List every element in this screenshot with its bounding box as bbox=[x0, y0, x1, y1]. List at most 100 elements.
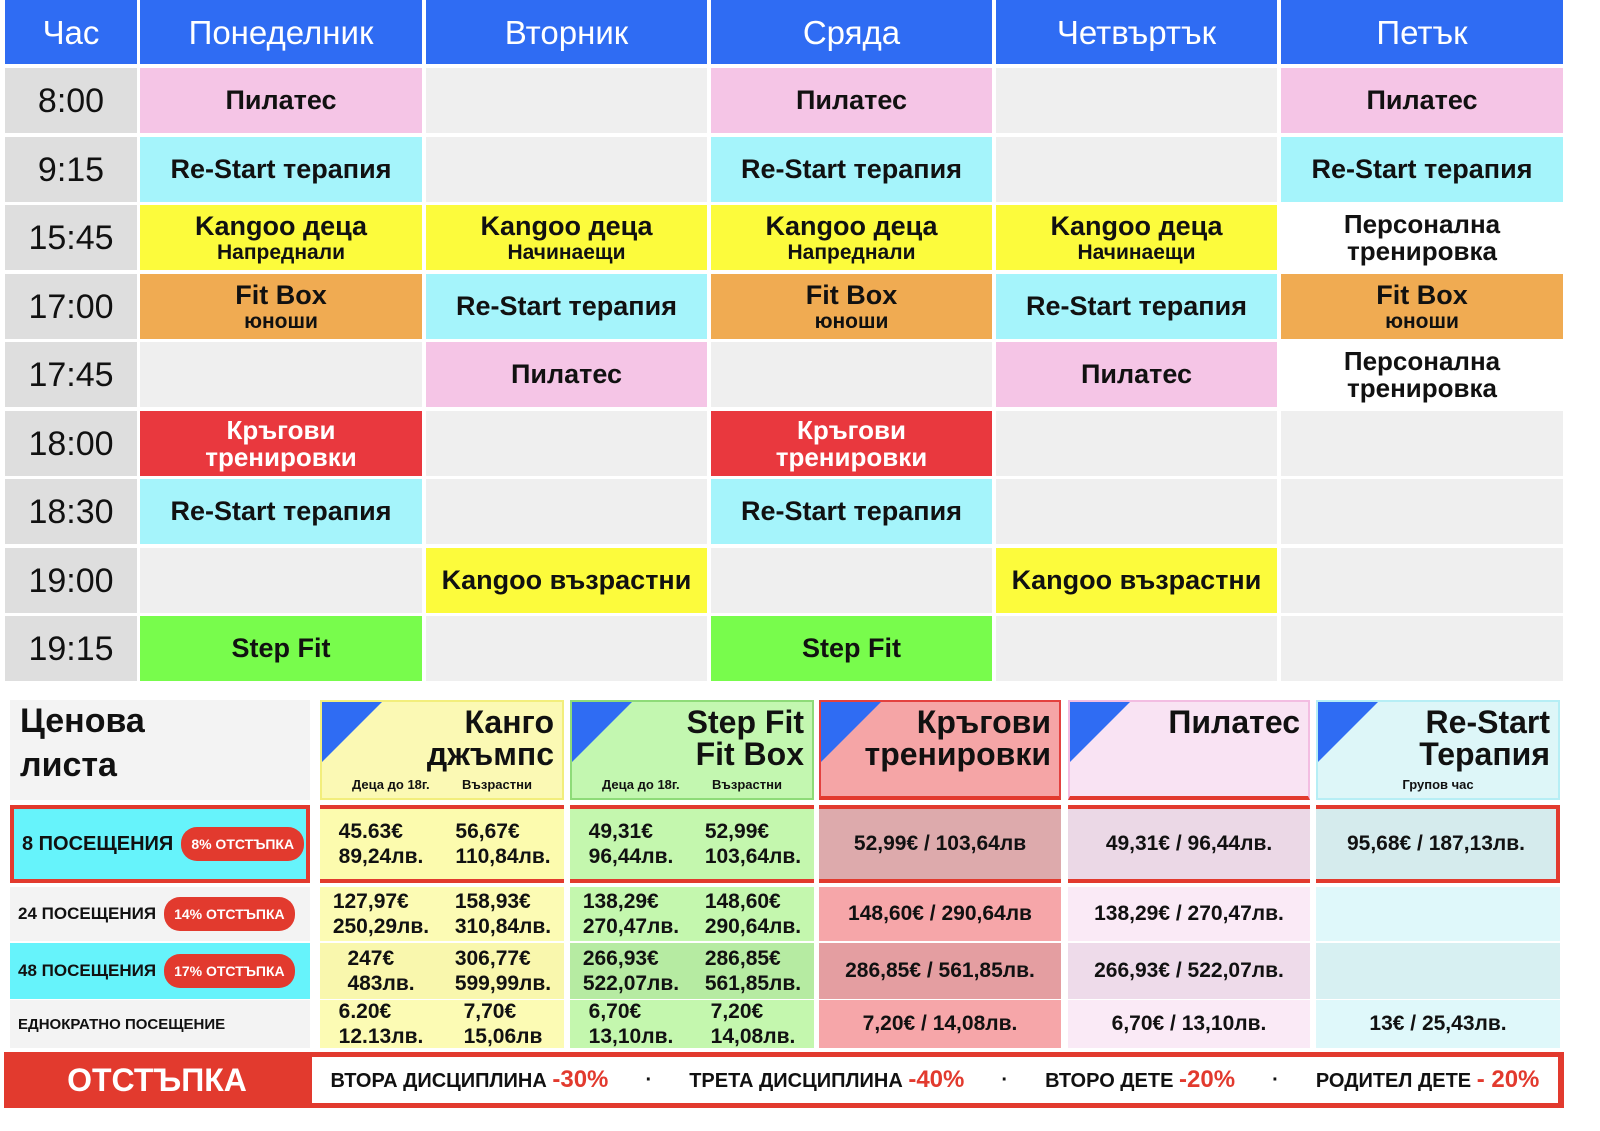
price-kids: 49,31€ 96,44лв. bbox=[588, 819, 674, 868]
empty-cell bbox=[996, 411, 1277, 476]
price-adults: 7,70€ 15,06лв bbox=[463, 999, 543, 1048]
corner-triangle bbox=[1070, 702, 1130, 762]
price-column-header: Кръгови тренировки bbox=[819, 700, 1061, 800]
class-cell: Персонална тренировка bbox=[1281, 205, 1563, 270]
class-name: Re-Start терапия bbox=[1026, 291, 1247, 321]
corner-triangle bbox=[821, 702, 881, 762]
time-cell: 17:00 bbox=[5, 274, 137, 339]
price-value: 6,70€ / 13,10лв. bbox=[1111, 1012, 1267, 1036]
class-cell: Re-Start терапия bbox=[996, 274, 1277, 339]
empty-cell bbox=[1281, 479, 1563, 544]
price-value: 95,68€ / 187,13лв. bbox=[1346, 832, 1526, 856]
discount-item: ВТОРО ДЕТЕ -20% bbox=[1045, 1066, 1235, 1094]
visit-package-name: ЕДНОКРАТНО ПОСЕЩЕНИЕ bbox=[18, 1015, 226, 1033]
price-cell: 138,29€ / 270,47лв. bbox=[1068, 887, 1310, 941]
price-cell: 148,60€ / 290,64лв bbox=[819, 887, 1061, 941]
price-cell bbox=[1316, 943, 1560, 999]
empty-cell bbox=[1281, 411, 1563, 476]
price-kids: 127,97€ 250,29лв. bbox=[332, 889, 430, 938]
discount-item: ТРЕТА ДИСЦИПЛИНА -40% bbox=[689, 1066, 964, 1094]
price-kids: 6,70€ 13,10лв. bbox=[588, 999, 674, 1048]
price-title-line1: Ценова bbox=[20, 702, 145, 740]
class-level: Начинаещи bbox=[507, 240, 626, 264]
class-cell: Пилатес bbox=[1281, 68, 1563, 133]
price-adults: 148,60€ 290,64лв. bbox=[704, 889, 802, 938]
price-cell-pair: 127,97€ 250,29лв. 158,93€ 310,84лв. bbox=[320, 887, 564, 941]
time-label: 18:30 bbox=[28, 492, 114, 531]
class-cell: Fit Box юноши bbox=[1281, 274, 1563, 339]
header-hour: Час bbox=[5, 0, 137, 64]
price-cell-pair: 6,70€ 13,10лв. 7,20€ 14,08лв. bbox=[570, 1000, 814, 1048]
class-name: Персонална тренировка bbox=[1343, 345, 1501, 403]
discount-item-text: ВТОРО ДЕТЕ bbox=[1045, 1070, 1174, 1092]
header-label: Сряда bbox=[802, 13, 901, 51]
visit-package-label: 48 ПОСЕЩЕНИЯ 17% ОТСТЪПКА bbox=[10, 943, 310, 999]
discount-item-text: ТРЕТА ДИСЦИПЛИНА bbox=[689, 1070, 903, 1092]
price-column-header: Re-Start Терапия Групов час bbox=[1316, 700, 1560, 800]
price-kids: 138,29€ 270,47лв. bbox=[582, 889, 680, 938]
discount-badge: 17% ОТСТЪПКА bbox=[164, 954, 295, 988]
header-label: Петък bbox=[1376, 13, 1468, 51]
price-column-title: Step Fit Fit Box bbox=[686, 704, 804, 772]
header-label: Час bbox=[42, 13, 100, 51]
price-cell-pair: 138,29€ 270,47лв. 148,60€ 290,64лв. bbox=[570, 887, 814, 941]
class-name: Kangoo възрастни bbox=[441, 565, 692, 595]
time-label: 15:45 bbox=[28, 218, 114, 257]
visit-package-name: 48 ПОСЕЩЕНИЯ bbox=[18, 961, 157, 980]
empty-cell bbox=[426, 137, 707, 202]
header-label: Четвъртък bbox=[1056, 13, 1217, 51]
discount-item: ВТОРА ДИСЦИПЛИНА -30% bbox=[331, 1066, 609, 1094]
class-cell: Fit Box юноши bbox=[711, 274, 992, 339]
class-name: Кръгови тренировки bbox=[775, 414, 928, 472]
separator-dot: · bbox=[645, 1068, 653, 1091]
class-name: Пилатес bbox=[795, 85, 908, 115]
price-cell: 52,99€ / 103,64лв bbox=[819, 805, 1061, 883]
class-cell: Kangoo деца Напреднали bbox=[711, 205, 992, 270]
separator-dot: · bbox=[1272, 1068, 1279, 1091]
class-cell: Step Fit bbox=[711, 616, 992, 681]
discount-item-value: -20% bbox=[1179, 1066, 1236, 1093]
class-cell: Кръгови тренировки bbox=[711, 411, 992, 476]
class-cell: Персонална тренировка bbox=[1281, 342, 1563, 407]
class-name: Пилатес bbox=[1080, 359, 1193, 389]
class-cell: Пилатес bbox=[140, 68, 422, 133]
corner-triangle bbox=[1318, 702, 1378, 762]
price-cell: 266,93€ / 522,07лв. bbox=[1068, 943, 1310, 999]
class-name: Re-Start терапия bbox=[741, 154, 962, 184]
subheader-adults: Възрастни bbox=[462, 777, 532, 792]
price-cell bbox=[1316, 887, 1560, 941]
empty-cell bbox=[140, 342, 422, 407]
header-day-4: Четвъртък bbox=[996, 0, 1277, 64]
corner-triangle bbox=[572, 702, 632, 762]
empty-cell bbox=[996, 479, 1277, 544]
time-cell: 18:00 bbox=[5, 411, 137, 476]
price-adults: 7,20€ 14,08лв. bbox=[710, 999, 796, 1048]
visit-package-label: 8 ПОСЕЩЕНИЯ 8% ОТСТЪПКА bbox=[10, 805, 310, 883]
price-value: 52,99€ / 103,64лв bbox=[853, 832, 1027, 856]
empty-cell bbox=[1281, 616, 1563, 681]
empty-cell bbox=[996, 137, 1277, 202]
class-name: Re-Start терапия bbox=[1311, 154, 1533, 184]
class-name: Kangoo деца bbox=[480, 210, 653, 241]
class-name: Пилатес bbox=[225, 85, 337, 115]
class-name: Kangoo деца bbox=[765, 210, 938, 241]
discount-item-text: РОДИТЕЛ ДЕТЕ bbox=[1315, 1070, 1472, 1092]
header-day-1: Понеделник bbox=[140, 0, 422, 64]
class-cell: Kangoo възрастни bbox=[426, 548, 707, 613]
price-cell-pair: 45.63€ 89,24лв. 56,67€ 110,84лв. bbox=[320, 805, 564, 883]
class-name: Re-Start терапия bbox=[170, 154, 392, 184]
price-value: 266,93€ / 522,07лв. bbox=[1094, 959, 1284, 983]
empty-cell bbox=[426, 68, 707, 133]
class-name: Re-Start терапия bbox=[456, 291, 677, 321]
price-kids: 247€ 483лв. bbox=[347, 946, 415, 995]
time-cell: 19:15 bbox=[5, 616, 137, 681]
subheader-adults: Възрастни bbox=[712, 777, 782, 792]
class-cell: Re-Start терапия bbox=[1281, 137, 1563, 202]
price-value: 286,85€ / 561,85лв. bbox=[845, 959, 1035, 983]
price-cell: 286,85€ / 561,85лв. bbox=[819, 943, 1061, 999]
header-day-3: Сряда bbox=[711, 0, 992, 64]
discount-item-text: ВТОРА ДИСЦИПЛИНА bbox=[330, 1070, 547, 1092]
class-cell: Kangoo деца Начинаещи bbox=[426, 205, 707, 270]
price-kids: 6.20€ 12.13лв. bbox=[338, 999, 424, 1048]
price-column-header: Step Fit Fit Box Деца до 18г. Възрастни bbox=[570, 700, 814, 800]
